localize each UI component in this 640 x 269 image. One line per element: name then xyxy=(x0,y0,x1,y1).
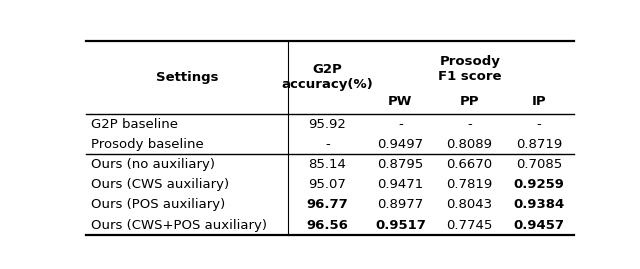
Text: -: - xyxy=(467,118,472,131)
Text: Ours (no auxiliary): Ours (no auxiliary) xyxy=(91,158,215,171)
Text: 0.7819: 0.7819 xyxy=(446,178,493,191)
Text: 0.8795: 0.8795 xyxy=(378,158,424,171)
Text: G2P baseline: G2P baseline xyxy=(91,118,178,131)
Text: G2P
accuracy(%): G2P accuracy(%) xyxy=(282,63,373,91)
Text: 0.6670: 0.6670 xyxy=(446,158,493,171)
Text: 0.9471: 0.9471 xyxy=(378,178,424,191)
Text: Prosody baseline: Prosody baseline xyxy=(91,138,204,151)
Text: Ours (CWS+POS auxiliary): Ours (CWS+POS auxiliary) xyxy=(91,219,267,232)
Text: 0.9259: 0.9259 xyxy=(513,178,564,191)
Text: 96.77: 96.77 xyxy=(307,199,348,211)
Text: 96.56: 96.56 xyxy=(307,219,348,232)
Text: IP: IP xyxy=(532,95,546,108)
Text: Ours (CWS auxiliary): Ours (CWS auxiliary) xyxy=(91,178,229,191)
Text: Ours (POS auxiliary): Ours (POS auxiliary) xyxy=(91,199,225,211)
Text: 95.07: 95.07 xyxy=(308,178,346,191)
Text: 0.9384: 0.9384 xyxy=(513,199,564,211)
Text: Prosody
F1 score: Prosody F1 score xyxy=(438,55,502,83)
Text: 0.9457: 0.9457 xyxy=(513,219,564,232)
Text: PW: PW xyxy=(388,95,413,108)
Text: 0.8719: 0.8719 xyxy=(516,138,562,151)
Text: Settings: Settings xyxy=(156,71,218,84)
Text: PP: PP xyxy=(460,95,479,108)
Text: 0.8043: 0.8043 xyxy=(446,199,493,211)
Text: 0.9517: 0.9517 xyxy=(375,219,426,232)
Text: 0.8089: 0.8089 xyxy=(447,138,492,151)
Text: 0.8977: 0.8977 xyxy=(378,199,424,211)
Text: -: - xyxy=(536,118,541,131)
Text: 95.92: 95.92 xyxy=(308,118,346,131)
Text: -: - xyxy=(325,138,330,151)
Text: -: - xyxy=(398,118,403,131)
Text: 0.7085: 0.7085 xyxy=(516,158,562,171)
Text: 0.7745: 0.7745 xyxy=(446,219,493,232)
Text: 0.9497: 0.9497 xyxy=(378,138,424,151)
Text: 85.14: 85.14 xyxy=(308,158,346,171)
